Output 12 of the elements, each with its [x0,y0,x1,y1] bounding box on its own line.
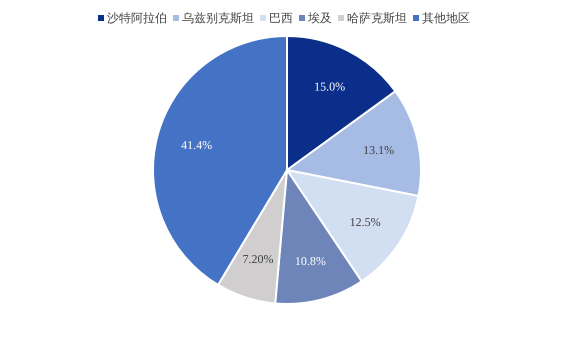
legend-label: 其他地区 [422,11,470,25]
data-label: 7.20% [242,252,274,266]
legend-label: 巴西 [269,11,293,25]
data-label: 15.0% [314,79,346,94]
data-label: 12.5% [350,214,381,229]
data-label: 13.1% [363,142,394,157]
legend-label: 埃及 [307,11,332,25]
data-label: 10.8% [294,254,326,268]
legend-label: 沙特阿拉伯 [107,11,167,25]
legend-label: 哈萨克斯坦 [347,11,407,25]
legend-label: 乌兹别克斯坦 [182,11,254,25]
data-label: 41.4% [181,138,212,152]
